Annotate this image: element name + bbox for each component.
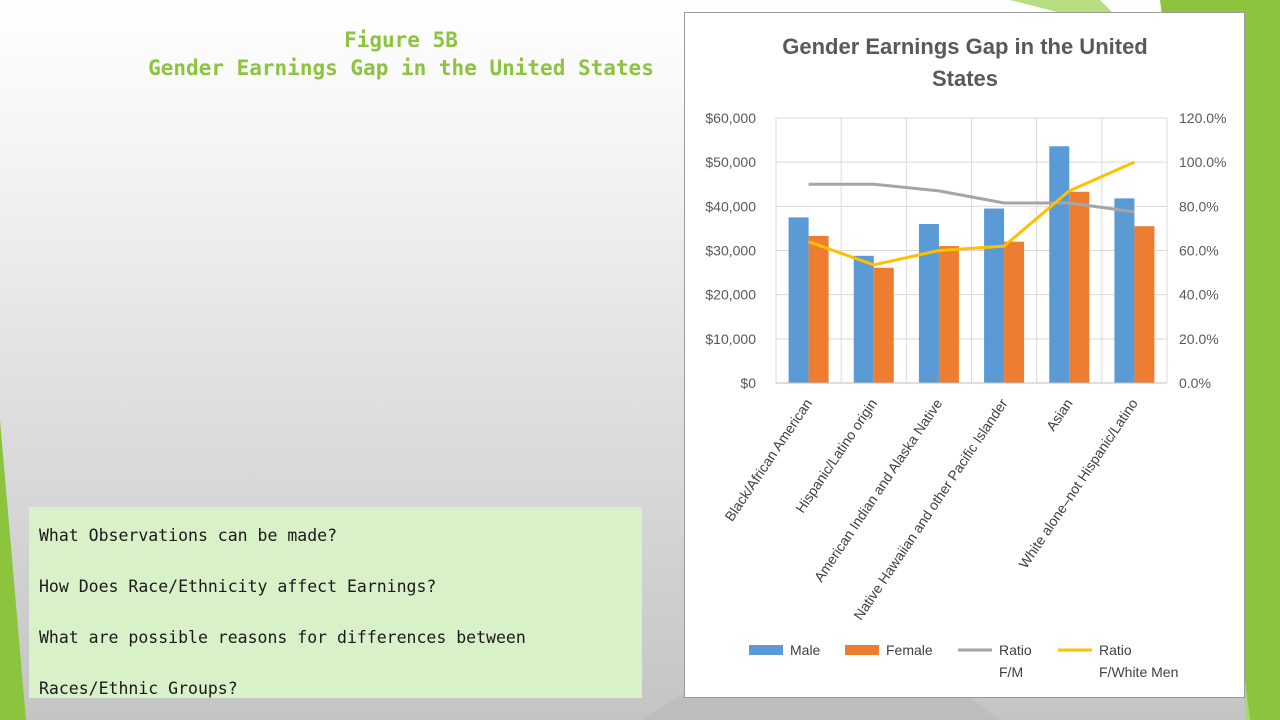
- slide-title: Figure 5B Gender Earnings Gap in the Uni…: [40, 26, 762, 82]
- bar-male-4: [1049, 146, 1070, 383]
- bar-male-3: [984, 208, 1005, 383]
- bar-female-2: [938, 246, 959, 383]
- question-3-line1: What are possible reasons for difference…: [39, 628, 526, 647]
- bar-female-4: [1069, 191, 1090, 383]
- legend-label-3-line2: F/White Men: [1099, 664, 1178, 680]
- right-axis-tick-label: 0.0%: [1179, 375, 1211, 391]
- right-axis-tick-label: 20.0%: [1179, 331, 1219, 347]
- question-3-line2: Races/Ethnic Groups?: [39, 679, 238, 698]
- figure-label: Figure 5B: [344, 28, 458, 52]
- earnings-gap-chart: Gender Earnings Gap in the United States $…: [705, 34, 1226, 680]
- category-label: Asian: [1043, 396, 1076, 434]
- right-axis-tick-label: 100.0%: [1179, 154, 1226, 170]
- legend-swatch-0: [749, 645, 783, 655]
- question-2: How Does Race/Ethnicity affect Earnings?: [39, 577, 437, 596]
- chart-title-line-2: States: [932, 66, 998, 91]
- line-ratio-f-m: [808, 182, 1135, 214]
- question-1: What Observations can be made?: [39, 526, 338, 545]
- left-green-accent: [0, 420, 26, 720]
- left-axis-tick-label: $40,000: [705, 198, 756, 214]
- right-axis-tick-label: 60.0%: [1179, 243, 1219, 259]
- legend-label-2-line2: F/M: [999, 664, 1023, 680]
- legend-label-2: Ratio: [999, 642, 1032, 658]
- right-axis-tick-label: 120.0%: [1179, 110, 1226, 126]
- left-axis-tick-label: $10,000: [705, 331, 756, 347]
- chart-panel: Gender Earnings Gap in the United States $…: [684, 12, 1245, 698]
- left-axis-tick-label: $0: [740, 375, 756, 391]
- right-axis-tick-label: 40.0%: [1179, 287, 1219, 303]
- chart-title-line-1: Gender Earnings Gap in the United: [782, 34, 1148, 59]
- legend-swatch-1: [845, 645, 879, 655]
- bar-female-0: [808, 235, 829, 383]
- left-axis-tick-label: $60,000: [705, 110, 756, 126]
- right-axis-tick-label: 80.0%: [1179, 198, 1219, 214]
- legend-label-0: Male: [790, 642, 821, 658]
- left-axis-tick-label: $50,000: [705, 154, 756, 170]
- left-axis-tick-label: $30,000: [705, 243, 756, 259]
- line-ratio-f-white-men: [808, 160, 1136, 267]
- bar-male-0: [788, 217, 809, 383]
- left-axis-tick-label: $20,000: [705, 287, 756, 303]
- category-label: American Indian and Alaska Native: [811, 396, 946, 585]
- bar-female-5: [1134, 226, 1155, 383]
- bar-male-5: [1114, 198, 1135, 383]
- questions-box: What Observations can be made? How Does …: [29, 507, 642, 698]
- category-label: White alone–not Hispanic/Latino: [1015, 396, 1141, 572]
- legend-label-1: Female: [886, 642, 933, 658]
- bar-male-2: [918, 224, 939, 383]
- bar-female-1: [873, 267, 894, 383]
- bar-female-3: [1004, 241, 1025, 383]
- bar-male-1: [853, 255, 874, 383]
- figure-title: Gender Earnings Gap in the United States: [148, 56, 654, 80]
- legend-label-3: Ratio: [1099, 642, 1132, 658]
